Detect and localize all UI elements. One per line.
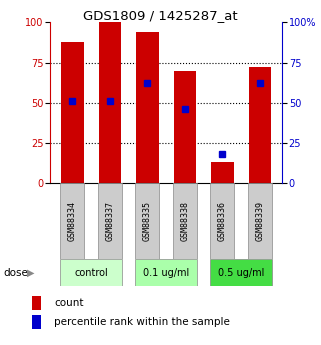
Bar (32, 315, 41, 329)
Bar (60, 259, 122, 286)
Bar (135, 259, 197, 286)
Bar (32, 296, 41, 310)
Bar (248, 183, 272, 259)
Text: 0.1 ug/ml: 0.1 ug/ml (143, 268, 189, 277)
Text: percentile rank within the sample: percentile rank within the sample (54, 317, 230, 327)
Text: GSM88339: GSM88339 (256, 201, 265, 241)
Text: GSM88335: GSM88335 (143, 201, 152, 241)
Text: control: control (74, 268, 108, 277)
Bar (173, 183, 197, 259)
Text: GSM88338: GSM88338 (180, 201, 189, 241)
Bar (98, 183, 122, 259)
Bar (135, 183, 159, 259)
Text: ▶: ▶ (27, 268, 34, 277)
Bar (210, 183, 234, 259)
Text: GSM88334: GSM88334 (68, 201, 77, 241)
Text: GSM88336: GSM88336 (218, 201, 227, 241)
Bar (211, 162, 234, 183)
Bar (210, 259, 272, 286)
Text: GDS1809 / 1425287_at: GDS1809 / 1425287_at (83, 9, 238, 22)
Bar (249, 67, 271, 183)
Text: GSM88337: GSM88337 (105, 201, 114, 241)
Bar (99, 22, 121, 183)
Bar (60, 183, 84, 259)
Text: count: count (54, 298, 83, 308)
Bar (61, 42, 83, 183)
Bar (174, 71, 196, 183)
Text: dose: dose (3, 268, 28, 277)
Text: 0.5 ug/ml: 0.5 ug/ml (218, 268, 265, 277)
Bar (136, 32, 159, 183)
